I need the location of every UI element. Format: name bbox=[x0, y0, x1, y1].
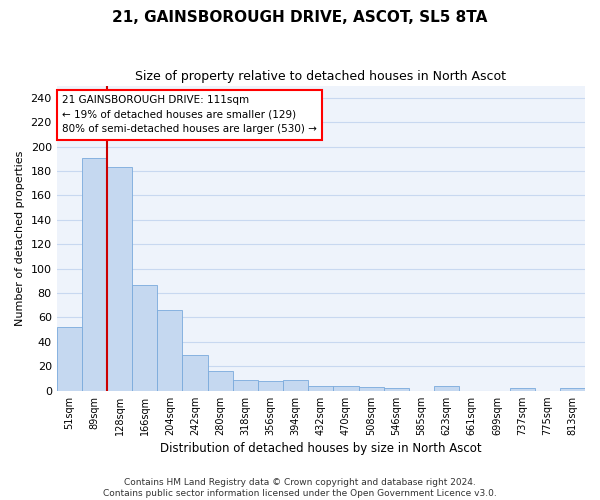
Bar bbox=[208, 371, 233, 390]
Bar bbox=[233, 380, 258, 390]
Y-axis label: Number of detached properties: Number of detached properties bbox=[15, 150, 25, 326]
Bar bbox=[434, 386, 459, 390]
Bar bbox=[308, 386, 334, 390]
Bar bbox=[107, 168, 132, 390]
Bar bbox=[359, 387, 384, 390]
Bar bbox=[334, 386, 359, 390]
Bar bbox=[509, 388, 535, 390]
Bar bbox=[258, 381, 283, 390]
Bar bbox=[384, 388, 409, 390]
Text: Contains HM Land Registry data © Crown copyright and database right 2024.
Contai: Contains HM Land Registry data © Crown c… bbox=[103, 478, 497, 498]
Title: Size of property relative to detached houses in North Ascot: Size of property relative to detached ho… bbox=[136, 70, 506, 83]
Text: 21 GAINSBOROUGH DRIVE: 111sqm
← 19% of detached houses are smaller (129)
80% of : 21 GAINSBOROUGH DRIVE: 111sqm ← 19% of d… bbox=[62, 94, 317, 134]
Bar bbox=[157, 310, 182, 390]
Bar bbox=[56, 327, 82, 390]
Bar bbox=[82, 158, 107, 390]
Text: 21, GAINSBOROUGH DRIVE, ASCOT, SL5 8TA: 21, GAINSBOROUGH DRIVE, ASCOT, SL5 8TA bbox=[112, 10, 488, 25]
Bar bbox=[560, 388, 585, 390]
Bar bbox=[283, 380, 308, 390]
Bar bbox=[132, 284, 157, 391]
X-axis label: Distribution of detached houses by size in North Ascot: Distribution of detached houses by size … bbox=[160, 442, 482, 455]
Bar bbox=[182, 356, 208, 390]
